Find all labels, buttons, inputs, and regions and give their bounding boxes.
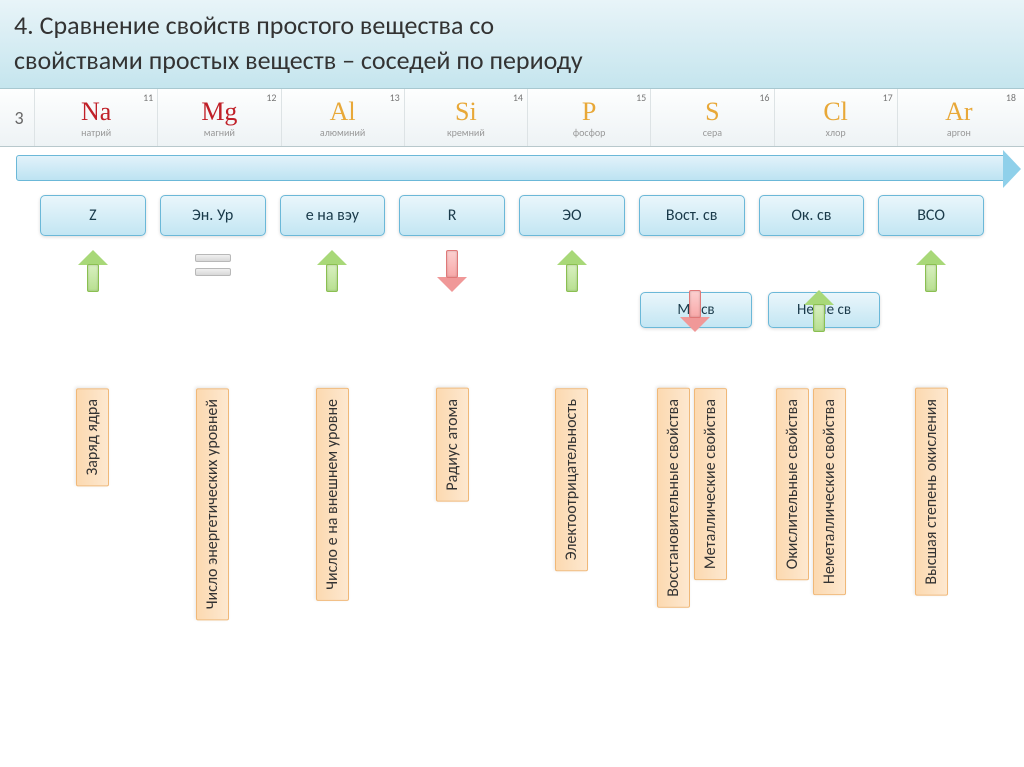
period-number: 3 <box>4 89 34 146</box>
indicator-slot <box>40 250 146 292</box>
equals-icon <box>195 250 231 280</box>
element-Si: 14 Siкремний <box>404 89 527 146</box>
indicator-slot <box>878 250 984 292</box>
label-slot: Радиус атома <box>399 388 505 502</box>
page-title: 4. Сравнение свойств простого вещества с… <box>14 8 1010 78</box>
element-symbol: Na <box>81 99 111 125</box>
up-arrow-icon <box>317 250 347 292</box>
indicator-slot <box>399 250 505 292</box>
label-slot: Восстановительные свойстваМеталлические … <box>639 388 745 608</box>
labels-row: Заряд ядра Число энергетических уровней Чи… <box>0 342 1024 620</box>
title-line2: свойствами простых веществ – соседей по … <box>14 44 583 76</box>
property-description: Металлические свойства <box>694 388 727 580</box>
property-description: Заряд ядра <box>76 388 109 486</box>
element-name: аргон <box>947 126 971 139</box>
indicator-slot <box>759 250 865 292</box>
element-Al: 13 Alалюминий <box>281 89 404 146</box>
property-description: Окислительные свойства <box>776 388 809 580</box>
property-box: Вост. св <box>639 195 745 236</box>
atomic-number: 12 <box>266 91 276 104</box>
sub-arrows <box>680 290 834 332</box>
atomic-number: 15 <box>636 91 646 104</box>
atomic-number: 16 <box>759 91 769 104</box>
up-arrow-icon <box>916 250 946 292</box>
up-arrow-icon <box>78 250 108 292</box>
element-symbol: Cl <box>823 99 848 125</box>
property-description: Число е на внешнем уровне <box>316 388 349 601</box>
up-arrow-icon <box>804 290 834 332</box>
element-P: 15 Pфосфор <box>527 89 650 146</box>
element-symbol: S <box>705 99 719 125</box>
atomic-number: 18 <box>1006 91 1016 104</box>
label-slot: Число энергетических уровней <box>160 388 266 620</box>
indicator-slot <box>639 250 745 292</box>
label-slot: Электоотрицательность <box>519 388 625 571</box>
label-slot: Окислительные свойстваНеметаллические св… <box>759 388 865 595</box>
property-box: ВСО <box>878 195 984 236</box>
property-description: Высшая степень окисления <box>915 388 948 596</box>
property-box: е на вэу <box>280 195 386 236</box>
direction-arrow <box>16 155 1008 181</box>
element-Mg: 12 Mgмагний <box>157 89 280 146</box>
label-slot: Высшая степень окисления <box>878 388 984 596</box>
label-slot: Число е на внешнем уровне <box>280 388 386 601</box>
periodic-row: 3 11 Naнатрий 12 Mgмагний 13 Alалюминий 14 Siкр… <box>0 89 1024 147</box>
atomic-number: 11 <box>143 91 153 104</box>
element-S: 16 Sсера <box>650 89 773 146</box>
down-arrow-icon <box>437 250 467 292</box>
element-symbol: Si <box>455 99 477 125</box>
element-name: кремний <box>447 126 485 139</box>
element-symbol: Ar <box>945 99 972 125</box>
property-description: Неметаллические свойства <box>813 388 846 595</box>
property-box: Эн. Ур <box>160 195 266 236</box>
indicator-row <box>0 242 1024 292</box>
element-Ar: 18 Arаргон <box>897 89 1020 146</box>
property-description: Число энергетических уровней <box>196 388 229 620</box>
indicator-slot <box>280 250 386 292</box>
property-box: ЭО <box>519 195 625 236</box>
element-name: натрий <box>81 126 111 139</box>
title-bar: 4. Сравнение свойств простого вещества с… <box>0 0 1024 89</box>
element-name: магний <box>204 126 235 139</box>
label-slot: Заряд ядра <box>40 388 146 486</box>
element-name: хлор <box>826 126 846 139</box>
property-description: Электоотрицательность <box>555 388 588 571</box>
element-name: фосфор <box>573 126 606 139</box>
atomic-number: 14 <box>513 91 523 104</box>
sub-row-container: Ме свНеМе св <box>0 242 1024 342</box>
indicator-slot <box>160 250 266 292</box>
atomic-number: 13 <box>390 91 400 104</box>
title-line1: 4. Сравнение свойств простого вещества с… <box>14 9 494 41</box>
property-description: Радиус атома <box>436 388 469 502</box>
element-symbol: Mg <box>201 99 237 125</box>
property-row: Z Эн. Ур е на вэу R ЭО Вост. св Ок. св ВСО <box>0 185 1024 242</box>
element-name: сера <box>703 126 722 139</box>
element-Cl: 17 Clхлор <box>774 89 897 146</box>
atomic-number: 17 <box>883 91 893 104</box>
down-arrow-icon <box>680 290 710 332</box>
indicator-slot <box>519 250 625 292</box>
up-arrow-icon <box>557 250 587 292</box>
property-box: Ок. св <box>759 195 865 236</box>
element-Na: 11 Naнатрий <box>34 89 157 146</box>
property-box: R <box>399 195 505 236</box>
property-description: Восстановительные свойства <box>657 388 690 608</box>
property-box: Z <box>40 195 146 236</box>
element-name: алюминий <box>320 126 365 139</box>
element-symbol: Al <box>330 99 356 125</box>
element-symbol: P <box>582 99 596 125</box>
